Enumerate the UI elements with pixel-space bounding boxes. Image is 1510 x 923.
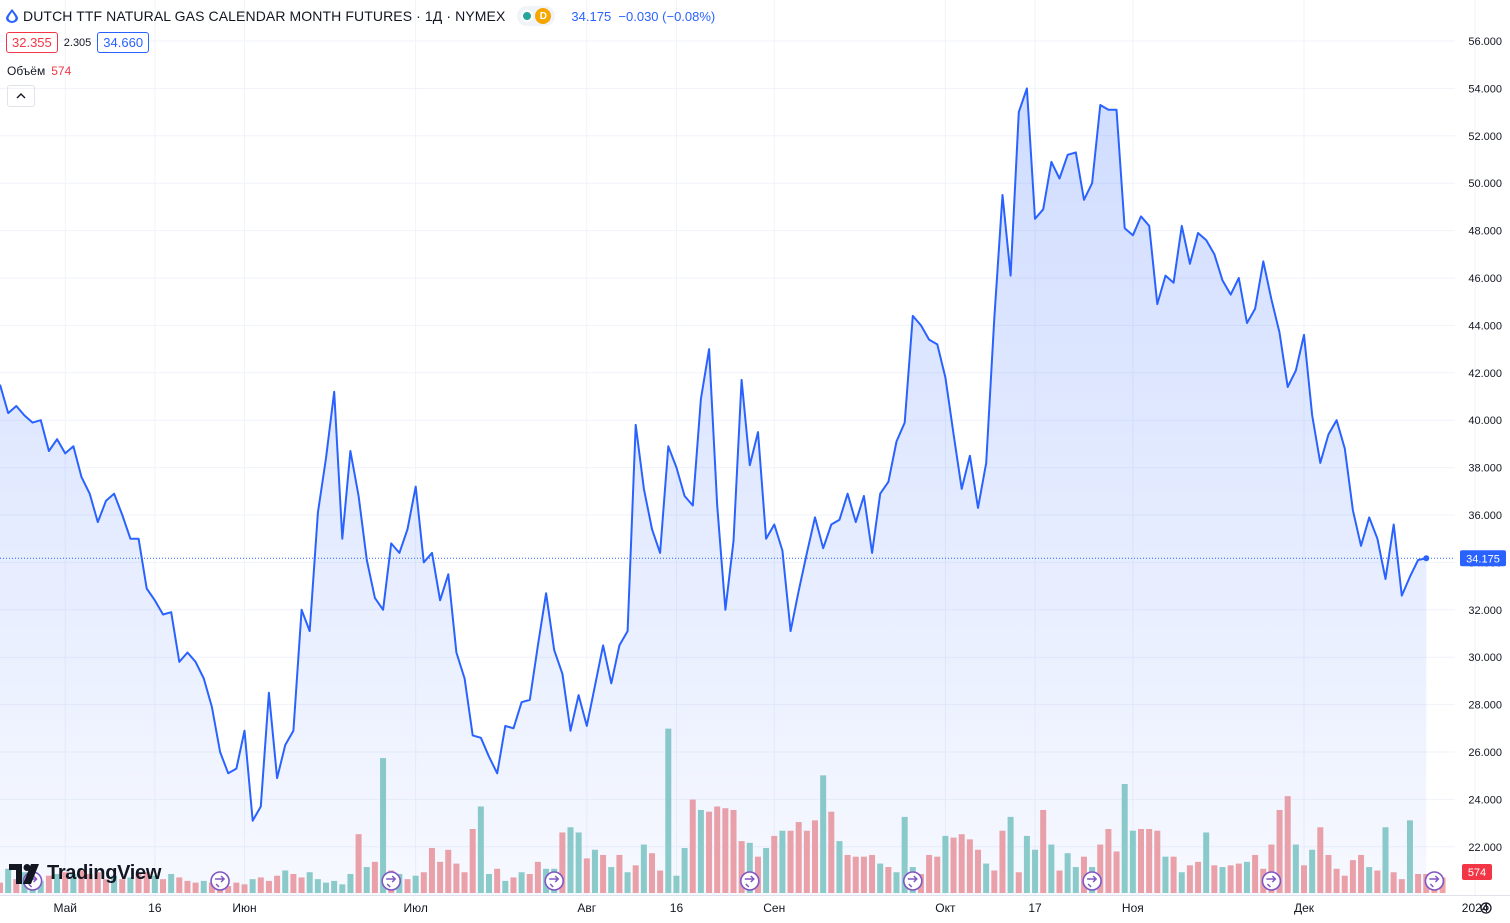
price-tick-label: 52.000 [1468, 131, 1502, 143]
event-marker-circle [381, 871, 402, 891]
price-tick-label: 28.000 [1468, 700, 1502, 712]
price-tick-label: 30.000 [1468, 652, 1502, 664]
event-marker[interactable] [739, 871, 760, 891]
dividend-arrow-icon [744, 875, 755, 888]
event-marker-circle [1082, 871, 1102, 891]
time-tick-label: Авг [577, 901, 596, 915]
dividend-arrow-icon [907, 875, 918, 888]
event-marker-circle [1261, 871, 1282, 891]
time-tick-label: Июн [232, 901, 256, 915]
last-volume-label-text: 574 [1468, 867, 1486, 879]
event-marker-circle [210, 871, 230, 891]
last-price-label-bg [1460, 550, 1506, 567]
last-volume-label-bg [1462, 864, 1492, 880]
spread-value: 2.305 [63, 36, 92, 49]
event-marker[interactable] [1424, 871, 1445, 891]
event-marker[interactable] [381, 871, 402, 891]
dividend-arrow-icon [549, 875, 560, 888]
price-area-fill [0, 88, 1427, 895]
price-tick-label: 54.000 [1468, 83, 1502, 95]
buy-button[interactable]: 34.660 [97, 32, 150, 53]
volume-legend[interactable]: Объём 574 [7, 64, 71, 78]
time-tick-label: 17 [1028, 901, 1042, 915]
collapse-legend-button[interactable] [7, 85, 35, 107]
event-markers [22, 871, 1445, 891]
dividend-arrow-icon [215, 875, 226, 888]
price-tick-label: 50.000 [1468, 178, 1502, 190]
time-tick-label: Окт [935, 901, 956, 915]
event-marker-circle [739, 871, 760, 891]
symbol-title[interactable]: DUTCH TTF NATURAL GAS CALENDAR MONTH FUT… [23, 8, 506, 24]
dividend-arrow-icon [1429, 875, 1440, 888]
sell-button[interactable]: 32.355 [6, 32, 58, 53]
tradingview-logo[interactable]: TradingView [9, 862, 161, 885]
settings-gear-icon[interactable] [1478, 900, 1494, 916]
last-volume-label: 574 [1462, 864, 1492, 880]
event-marker[interactable] [902, 871, 923, 891]
price-tick-label: 44.000 [1468, 320, 1502, 332]
event-marker-circle [544, 871, 565, 891]
price-tick-label: 24.000 [1468, 794, 1502, 806]
price-tick-label: 56.000 [1468, 36, 1502, 48]
price-axis: 56.000 54.000 52.000 50.000 48.000 46.000 44.0… [1468, 36, 1502, 854]
volume-value: 574 [51, 64, 72, 78]
last-price-label-text: 34.175 [1466, 553, 1500, 565]
event-marker[interactable] [210, 871, 230, 891]
time-axis: Май 16 Июн Июл Авг 16 Сен Окт 17 Ноя Дек 2024 [53, 901, 1488, 915]
last-price-dot [1423, 555, 1430, 562]
event-marker[interactable] [1082, 871, 1102, 891]
last-price-value: 34.175 [571, 8, 612, 24]
tradingview-logo-text: TradingView [47, 862, 162, 884]
status-indicator[interactable]: D [517, 6, 556, 26]
volume-label: Объём [7, 64, 46, 78]
price-tick-label: 32.000 [1468, 605, 1502, 617]
dividend-arrow-icon [1266, 875, 1277, 888]
tradingview-logo-icon [9, 863, 39, 884]
time-tick-label: 16 [148, 901, 162, 915]
price-tick-label: 40.000 [1468, 415, 1502, 427]
chevron-up-icon [16, 93, 26, 99]
time-tick-label: 16 [670, 901, 684, 915]
gas-drop-icon [6, 9, 18, 23]
symbol-header: DUTCH TTF NATURAL GAS CALENDAR MONTH FUT… [6, 6, 715, 26]
time-tick-label: Июл [403, 901, 427, 915]
time-tick-label: Май [53, 901, 77, 915]
price-tick-label: 46.000 [1468, 273, 1502, 285]
price-tick-label: 22.000 [1468, 842, 1502, 854]
price-line [0, 87, 1427, 822]
dividend-arrow-icon [1087, 875, 1098, 888]
last-price-label: 34.175 [1460, 550, 1506, 567]
event-marker[interactable] [544, 871, 565, 891]
price-tick-label: 38.000 [1468, 463, 1502, 475]
time-tick-label: Сен [763, 901, 785, 915]
price-tick-label: 42.000 [1468, 368, 1502, 380]
time-tick-label: Дек [1294, 901, 1315, 915]
bid-ask-row: 32.355 2.305 34.660 [6, 32, 150, 53]
dividend-arrow-icon [386, 875, 397, 888]
event-marker-circle [902, 871, 923, 891]
price-tick-label: 36.000 [1468, 510, 1502, 522]
price-tick-label: 48.000 [1468, 226, 1502, 238]
event-marker[interactable] [1261, 871, 1282, 891]
market-status-dot [521, 10, 534, 22]
price-tick-label: 26.000 [1468, 747, 1502, 759]
event-marker-circle [1424, 871, 1445, 891]
last-price-text: 34.175 −0.030 (−0.08%) [571, 9, 715, 24]
data-delay-badge: D [535, 8, 552, 24]
price-change: −0.030 (−0.08%) [618, 8, 716, 24]
time-tick-label: Ноя [1122, 901, 1144, 915]
